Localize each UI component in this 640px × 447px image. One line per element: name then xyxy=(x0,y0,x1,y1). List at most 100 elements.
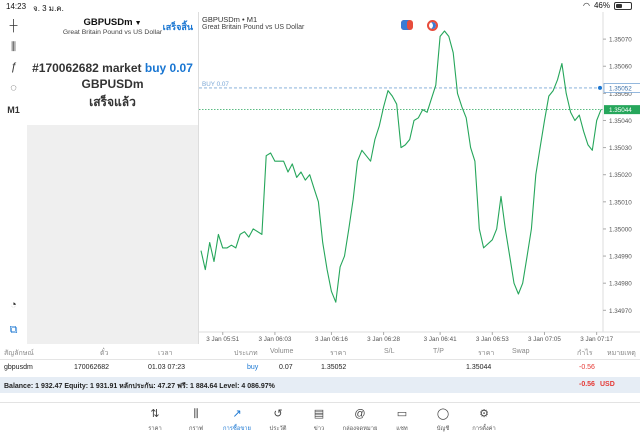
nav-history[interactable]: ↺ ประวัติ xyxy=(258,408,298,433)
nav-trade[interactable]: ↗ การซื้อขาย xyxy=(217,408,257,433)
symbol-name: GBPUSDm xyxy=(83,17,133,28)
ask-price-tag-label: 1.35044 xyxy=(609,107,632,114)
chevron-down-icon: ▼ xyxy=(134,20,142,27)
order-panel: GBPUSDm ▼ Great Britain Pound vs US Dolla… xyxy=(27,12,198,344)
speedometer-icon[interactable]: ◔ xyxy=(10,299,17,311)
header-comment: หมายเหตุ xyxy=(607,350,636,357)
nav-quotes[interactable]: ⇅ ราคา xyxy=(135,408,175,433)
timeframe-button[interactable]: M1 xyxy=(7,105,20,115)
nav-mailbox[interactable]: @ กล่องจดหมาย xyxy=(340,408,380,433)
chart-title: GBPUSDm • M1 xyxy=(202,15,258,24)
status-date: จ. 3 ม.ค. xyxy=(33,4,64,13)
table-header: สัญลักษณ์ ตั๋ว เวลา ประเภท Volume ราคา S… xyxy=(0,344,640,360)
header-profit: กำไร xyxy=(577,350,593,357)
price-tick-label: 1.35020 xyxy=(609,172,632,179)
price-tick-label: 1.35060 xyxy=(609,64,632,71)
header-price: ราคา xyxy=(478,350,495,357)
status-bar: 14:23 จ. 3 ม.ค. ◠ 46% xyxy=(0,0,640,13)
battery-fill xyxy=(616,3,622,8)
price-tick-label: 1.35000 xyxy=(609,226,632,233)
nav-label: กราฟ xyxy=(189,426,203,432)
time-tick-label: 3 Jan 06:41 xyxy=(424,336,457,343)
header-symbol: สัญลักษณ์ xyxy=(4,350,34,357)
buy-price-tag xyxy=(603,83,640,93)
chat-icon: ▭ xyxy=(396,408,408,420)
mailbox-icon: @ xyxy=(354,408,366,420)
nav-label: แชท xyxy=(396,426,408,432)
status-time: 14:23 xyxy=(6,2,27,11)
function-icon[interactable]: ƒ xyxy=(10,61,17,73)
order-summary: #170062682 market buy 0.07 xyxy=(27,61,198,75)
nav-accounts[interactable]: ◯ บัญชี xyxy=(423,408,463,433)
news-icon: ▤ xyxy=(313,408,325,420)
time-tick-label: 3 Jan 06:28 xyxy=(367,336,400,343)
chart-subtitle: Great Britain Pound vs US Dollar xyxy=(202,24,305,31)
table-row[interactable]: gbpusdm 170062682 01.03 07:23 buy 0.07 1… xyxy=(0,360,640,377)
time-tick-label: 3 Jan 05:51 xyxy=(206,336,239,343)
symbol-description: Great Britain Pound vs US Dollar xyxy=(62,29,163,36)
total-profit: -0.56 xyxy=(579,381,595,388)
cell-ticket: 170062682 xyxy=(74,364,110,371)
nav-settings[interactable]: ⚙ การตั้งค่า xyxy=(464,408,504,433)
done-button[interactable]: เสร็จสิ้น xyxy=(162,22,193,32)
bottom-nav: ⇅ ราคา ⫼ กราฟ ↗ การซื้อขาย ↺ ประวัติ ▤ ข่าว @… xyxy=(0,402,640,447)
balance-summary: Balance: 1 932.47 Equity: 1 931.91 หลักป… xyxy=(4,383,275,390)
cell-volume: 0.07 xyxy=(279,364,293,371)
time-tick-label: 3 Jan 07:17 xyxy=(580,336,613,343)
price-tick-label: 1.34980 xyxy=(609,281,632,288)
header-tp: T/P xyxy=(433,348,444,355)
time-tick-label: 3 Jan 06:03 xyxy=(258,336,291,343)
nav-label: กล่องจดหมาย xyxy=(342,426,378,432)
header-swap: Swap xyxy=(512,348,530,355)
price-chart[interactable]: 1.35070 1.35060 1.35050 1.35040 1.35030 1.350… xyxy=(198,12,640,344)
price-tick-label: 1.34990 xyxy=(609,254,632,261)
cell-time: 01.03 07:23 xyxy=(148,364,185,371)
chart-plot[interactable]: 1.35070 1.35060 1.35050 1.35040 1.35030 1.350… xyxy=(199,12,640,344)
settings-icon: ⚙ xyxy=(479,408,489,420)
header-ticket: ตั๋ว xyxy=(100,350,109,357)
trade-icon[interactable]: ⧉ xyxy=(9,323,18,336)
nav-chat[interactable]: ▭ แชท xyxy=(382,408,422,433)
cell-symbol: gbpusdm xyxy=(4,364,33,371)
order-side: buy 0.07 xyxy=(144,61,193,75)
time-tick-label: 3 Jan 07:05 xyxy=(528,336,561,343)
ask-price-tag xyxy=(604,105,640,115)
price-tick-label: 1.35040 xyxy=(609,118,632,125)
history-icon: ↺ xyxy=(273,408,283,420)
nav-label: ราคา xyxy=(148,426,162,432)
nav-news[interactable]: ▤ ข่าว xyxy=(299,408,339,433)
nav-chart[interactable]: ⫼ กราฟ xyxy=(176,408,216,433)
time-tick-label: 3 Jan 06:16 xyxy=(315,336,348,343)
header-time: เวลา xyxy=(158,350,173,357)
chart-icon: ⫼ xyxy=(193,408,199,420)
crosshair-icon[interactable]: ┼ xyxy=(9,20,18,32)
nav-label: การตั้งค่า xyxy=(472,426,496,432)
price-tick-label: 1.35010 xyxy=(609,199,632,206)
balance-row: Balance: 1 932.47 Equity: 1 931.91 หลักป… xyxy=(0,377,640,393)
price-tick-label: 1.35030 xyxy=(609,145,632,152)
one-click-trading-icon[interactable] xyxy=(401,20,413,30)
trade-icon: ↗ xyxy=(232,408,242,420)
buy-marker xyxy=(598,85,602,90)
price-series-line xyxy=(200,30,602,303)
chart-toolbar: ┼ ⫼ ƒ ◌ M1 ◔ ⧉ xyxy=(0,12,27,402)
cell-price: 1.35044 xyxy=(466,364,492,371)
positions-table: สัญลักษณ์ ตั๋ว เวลา ประเภท Volume ราคา S… xyxy=(0,344,640,402)
symbol-selector[interactable]: GBPUSDm ▼ xyxy=(27,17,198,28)
currency: USD xyxy=(600,381,615,388)
header-type: ประเภท xyxy=(234,350,258,357)
order-symbol: GBPUSDm xyxy=(81,77,144,91)
trade-levels-icon[interactable] xyxy=(427,20,438,31)
wifi-icon: ◠ xyxy=(583,1,590,10)
indicators-icon[interactable]: ⫼ xyxy=(10,40,17,53)
buy-order-label: BUY 0.07 xyxy=(202,81,229,88)
objects-icon[interactable]: ◌ xyxy=(10,82,17,94)
nav-label: บัญชี xyxy=(436,426,450,432)
order-status: เสร็จแล้ว xyxy=(89,95,136,109)
status-right: ◠ 46% xyxy=(583,1,632,10)
chart-quick-buttons xyxy=(401,20,438,31)
order-id: #170062682 market xyxy=(32,61,142,75)
nav-label: ประวัติ xyxy=(269,426,287,432)
nav-label: การซื้อขาย xyxy=(223,426,251,432)
header-sl: S/L xyxy=(384,348,395,355)
